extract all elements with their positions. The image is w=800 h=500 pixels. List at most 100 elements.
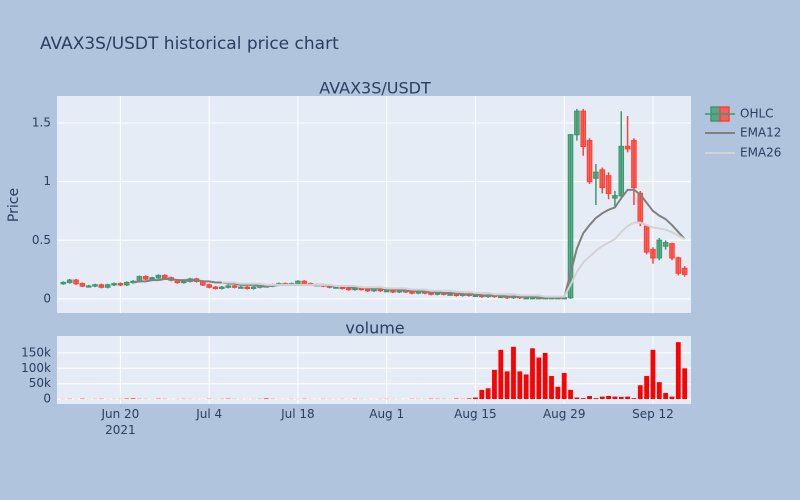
candle-body — [605, 175, 612, 194]
legend-label: EMA12 — [740, 126, 781, 140]
candle-body — [567, 134, 574, 299]
candle-body — [149, 277, 155, 280]
y-tick-label: 0.5 — [32, 233, 51, 247]
volume-bar — [625, 396, 630, 400]
candle-body — [181, 280, 187, 284]
candle-body — [231, 285, 238, 288]
candle-body — [523, 297, 529, 300]
candle-body — [155, 274, 162, 279]
candle-body — [669, 243, 675, 259]
x-tick-label: Jul 4 — [195, 407, 222, 421]
candle-body — [643, 225, 650, 253]
volume-bar — [479, 389, 485, 400]
candle-body — [117, 283, 124, 286]
legend-label: EMA26 — [740, 146, 781, 160]
volume-bar — [517, 371, 523, 400]
volume-bar — [606, 396, 611, 400]
candle-body — [415, 291, 422, 294]
candle-body — [250, 286, 257, 289]
candle-body — [472, 294, 479, 298]
candle-body — [142, 276, 149, 280]
candle-body — [447, 293, 453, 296]
volume-bar — [656, 382, 662, 400]
candle-body — [631, 139, 637, 189]
ema-line — [221, 221, 686, 298]
candle-body — [364, 288, 371, 292]
candle-body — [219, 286, 225, 289]
volume-bar — [549, 376, 554, 400]
candle-body — [339, 286, 346, 289]
volume-bar — [473, 397, 478, 400]
legend: OHLC EMA12 EMA26 — [705, 106, 781, 160]
candle-body — [345, 287, 352, 291]
subplot-title: volume — [345, 319, 404, 338]
volume-bar — [504, 371, 510, 400]
volume-bar — [593, 398, 599, 400]
x-tick-label: Aug 29 — [543, 407, 586, 421]
volume-bar — [574, 397, 580, 400]
candle-body — [650, 249, 656, 259]
candle-body — [453, 293, 460, 297]
candle-body — [383, 290, 390, 293]
candle-body — [618, 145, 625, 197]
x-tick-label: Aug 1 — [369, 407, 404, 421]
candle-body — [358, 287, 365, 291]
x-tick-label: Sep 12 — [632, 407, 674, 421]
volume-bar — [631, 398, 637, 400]
candle-body — [79, 283, 86, 287]
candle-body — [656, 239, 663, 259]
volume-bar — [492, 369, 497, 400]
candle-body — [586, 139, 593, 183]
candle-body — [66, 279, 73, 284]
candle-body — [428, 292, 434, 295]
volume-bar — [511, 346, 516, 400]
volume-bar — [568, 389, 573, 400]
volume-bar — [612, 396, 618, 400]
candle-body — [98, 284, 105, 288]
volume-bar — [644, 376, 650, 400]
volume-bar — [263, 398, 269, 400]
candle-body — [390, 290, 396, 293]
candle-body — [498, 295, 504, 299]
candle-body — [624, 145, 631, 150]
candle-body — [92, 284, 98, 287]
candle-body — [60, 281, 67, 285]
candle-body — [244, 286, 251, 289]
candle-body — [85, 285, 92, 288]
candle-body — [111, 283, 117, 286]
candle-body — [675, 257, 682, 274]
candle-body — [352, 287, 358, 291]
candle-body — [295, 280, 301, 285]
candle-body — [161, 274, 168, 279]
volume-bar — [561, 372, 567, 400]
volume-bar — [130, 398, 136, 400]
candle-body — [333, 286, 339, 289]
legend-label: OHLC — [740, 107, 774, 121]
volume-bar — [466, 398, 472, 400]
volume-bar — [618, 396, 624, 400]
candle-body — [593, 171, 599, 179]
candle-body — [599, 169, 606, 189]
y-tick-label: 0 — [43, 291, 51, 305]
candle-body — [662, 242, 669, 247]
candle-body — [123, 281, 130, 286]
candle-body — [238, 286, 244, 289]
x-tick-label: Jun 20 2021 — [100, 407, 139, 437]
volume-bar — [637, 385, 643, 400]
y-axis-title: Price — [6, 188, 22, 222]
volume-bar — [498, 349, 504, 400]
y-tick-label: 1 — [43, 174, 51, 188]
candle-body — [580, 110, 587, 148]
y-tick-label: 100k — [21, 361, 51, 375]
candle-body — [301, 280, 308, 285]
volume-bar — [663, 392, 669, 400]
volume-bar — [675, 342, 681, 400]
volume-bar — [580, 398, 586, 400]
volume-bar — [485, 388, 491, 400]
volume-bar — [523, 374, 529, 400]
volume-bar — [682, 368, 688, 400]
x-tick-label: Jul 18 — [280, 407, 315, 421]
volume-bar — [669, 396, 675, 400]
y-tick-label: 1.5 — [32, 115, 51, 129]
y-tick-label: 0 — [43, 392, 51, 406]
